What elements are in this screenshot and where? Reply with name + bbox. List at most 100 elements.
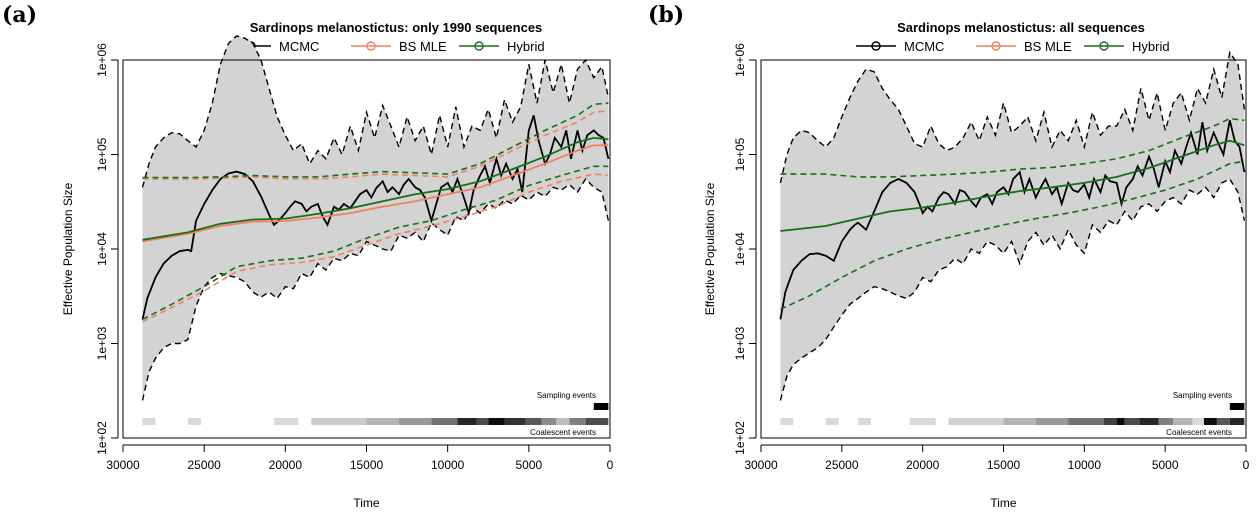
x-tick-label: 30000 [744, 458, 778, 472]
coalescent-event [909, 418, 936, 425]
x-tick-label: 5000 [1152, 458, 1179, 472]
panel-letter-a: (a) [2, 2, 38, 28]
legend-label: BS MLE [399, 39, 447, 54]
legend: MCMC BS MLE Hybrid [856, 39, 1170, 54]
coalescent-event [1035, 418, 1069, 425]
chart-title: Sardinops melanostictus: only 1990 seque… [250, 20, 543, 35]
coalescent-event [1124, 418, 1140, 425]
y-axis: 1e+02 1e+03 1e+04 1e+05 1e+06 [95, 43, 119, 455]
x-tick-label: 25000 [187, 458, 221, 472]
sampling-event [593, 403, 609, 410]
coalescent-event [525, 418, 542, 425]
x-tick-label: 0 [607, 458, 614, 472]
coalescent-event [1203, 418, 1217, 425]
series-mcmc [779, 120, 1246, 320]
x-tick-label: 10000 [431, 458, 465, 472]
coalescent-event [556, 418, 570, 425]
legend-entry-mcmc: MCMC [856, 39, 944, 54]
coalescent-event [1173, 418, 1193, 425]
y-tick-label: 1e+04 [733, 232, 747, 266]
coalescent-event [1216, 418, 1230, 425]
series-bs-mle [142, 144, 609, 243]
coalescent-event [398, 418, 432, 425]
plot-frame [760, 59, 1247, 439]
series-hybrid-lower [780, 160, 1245, 311]
coalescent-event [142, 418, 156, 425]
coalescent-event [273, 418, 299, 425]
coalescent-event [187, 418, 201, 425]
legend-label: Hybrid [1132, 39, 1170, 54]
legend-label: BS MLE [1024, 39, 1072, 54]
coalescent-events-label: Coalescent events [530, 428, 596, 437]
series-hybrid [142, 136, 609, 241]
legend-marker [474, 41, 484, 51]
coalescent-event [858, 418, 871, 425]
x-tick-label: 20000 [269, 458, 303, 472]
x-tick-label: 5000 [515, 458, 542, 472]
coalescent-event [1116, 418, 1125, 425]
coalescent-event [1192, 418, 1204, 425]
panel-letter-b: (b) [648, 2, 685, 28]
x-tick-label: 25000 [825, 458, 859, 472]
legend-marker [991, 41, 1001, 51]
legend-marker [1099, 41, 1109, 51]
y-tick-label: 1e+03 [95, 326, 109, 360]
chart-title: Sardinops melanostictus: all sequences [897, 20, 1145, 35]
x-tick-label: 30000 [106, 458, 140, 472]
x-tick-label: 10000 [1068, 458, 1102, 472]
coalescent-event [311, 418, 367, 425]
x-tick-label: 0 [1243, 458, 1250, 472]
coalescent-event [825, 418, 839, 425]
series-hybrid-upper [780, 117, 1245, 178]
credible-band [780, 52, 1245, 401]
y-axis-title: Effective Population Size [61, 182, 75, 315]
legend-label: Hybrid [507, 39, 545, 54]
coalescent-event [457, 418, 477, 425]
credible-band [142, 35, 609, 401]
band-lower-line [779, 178, 1246, 401]
x-tick-label: 15000 [987, 458, 1021, 472]
y-tick-label: 1e+02 [733, 421, 747, 455]
series-mcmc [141, 115, 610, 320]
coalescent-event [366, 418, 399, 425]
y-axis: 1e+02 1e+03 1e+04 1e+05 1e+06 [733, 43, 757, 455]
coalescent-event [780, 418, 794, 425]
band-upper-line [779, 50, 1246, 184]
legend-label: MCMC [904, 39, 944, 54]
x-axis-title: Time [990, 496, 1017, 510]
coalescent-event [541, 418, 557, 425]
coalescent-events-label: Coalescent events [1166, 428, 1232, 437]
coalescent-event [504, 418, 526, 425]
sampling-event [1229, 403, 1245, 410]
sampling-events-label: Sampling events [537, 391, 596, 400]
y-tick-label: 1e+06 [733, 43, 747, 77]
y-tick-label: 1e+05 [733, 137, 747, 171]
y-tick-label: 1e+03 [733, 326, 747, 360]
plot-frame [122, 59, 611, 439]
y-tick-label: 1e+04 [95, 232, 109, 266]
coalescent-event [1158, 418, 1174, 425]
legend-entry-hybrid: Hybrid [459, 39, 545, 54]
legend-entry-bs-mle: BS MLE [351, 39, 447, 54]
chart-panel-a: Sardinops melanostictus: only 1990 seque… [61, 20, 614, 510]
x-axis: 30000 25000 20000 15000 10000 5000 0 [106, 444, 614, 472]
y-tick-label: 1e+02 [95, 421, 109, 455]
legend-entry-bs-mle: BS MLE [976, 39, 1072, 54]
x-tick-label: 20000 [906, 458, 940, 472]
y-tick-label: 1e+06 [95, 43, 109, 77]
coalescent-event [948, 418, 1004, 425]
series-hybrid [780, 139, 1245, 232]
legend-marker [366, 41, 376, 51]
band-upper-line [141, 35, 610, 188]
coalescent-event [585, 418, 609, 425]
x-axis: 30000 25000 20000 15000 10000 5000 0 [744, 444, 1250, 472]
coalescent-event [476, 418, 489, 425]
coalescent-event [1068, 418, 1104, 425]
coalescent-event [569, 418, 586, 425]
sampling-events-label: Sampling events [1173, 391, 1232, 400]
coalescent-event [431, 418, 458, 425]
coalescent-event [488, 418, 505, 425]
y-axis-title: Effective Population Size [703, 182, 717, 315]
coalescent-event [1229, 418, 1245, 425]
series-hybrid-upper [142, 102, 609, 179]
